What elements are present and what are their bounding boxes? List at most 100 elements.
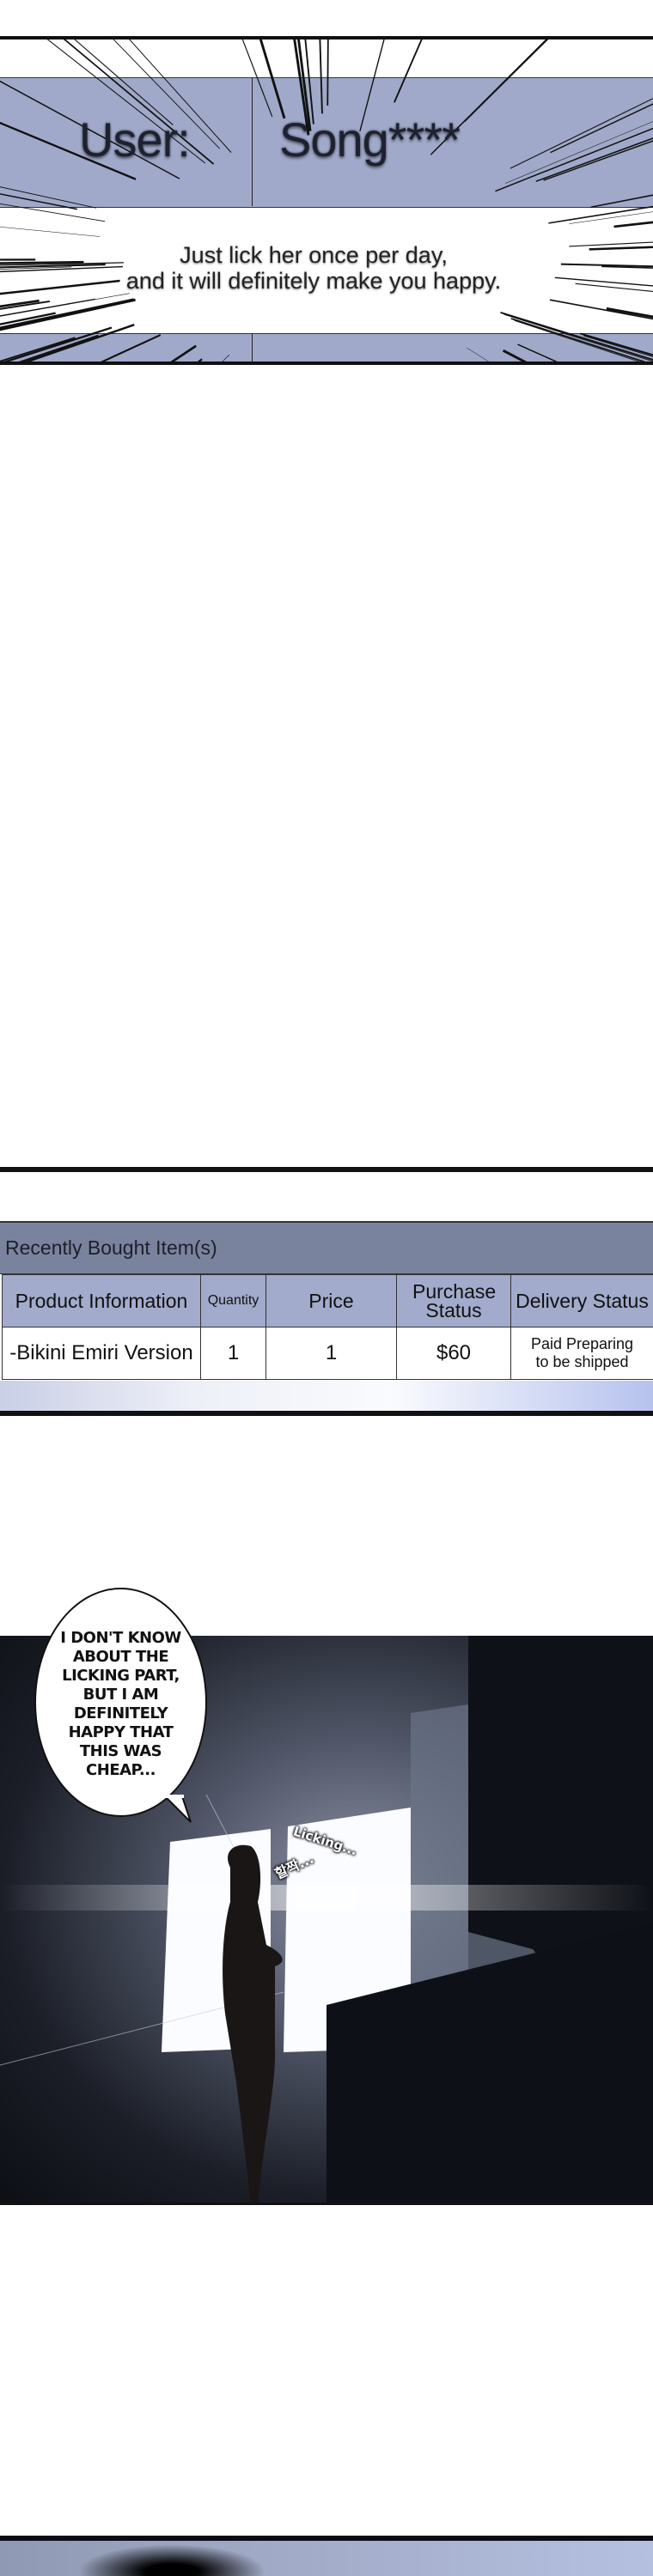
speed-line — [548, 205, 653, 224]
column-header: Quantity — [200, 1274, 266, 1327]
speed-line — [170, 344, 197, 361]
speed-line — [583, 335, 653, 357]
speed-line — [0, 265, 123, 273]
speed-line — [0, 80, 180, 179]
speed-line — [464, 39, 549, 123]
speed-line — [304, 39, 314, 125]
column-header: Product Information — [2, 1274, 201, 1327]
speed-line — [535, 137, 653, 182]
speed-line — [46, 39, 206, 164]
speed-line — [0, 193, 78, 210]
speed-line — [297, 39, 312, 131]
speed-line — [575, 283, 653, 293]
speed-line — [319, 39, 323, 114]
speed-line — [550, 103, 653, 154]
speed-line — [0, 121, 137, 180]
speed-line — [63, 39, 215, 165]
column-header: Delivery Status — [510, 1274, 653, 1327]
user-label: User: — [79, 112, 191, 167]
speech-bubble-tail — [163, 1795, 192, 1823]
speed-line — [0, 337, 76, 361]
speed-line — [394, 39, 423, 103]
speed-line — [495, 127, 653, 192]
window-right — [284, 1807, 411, 2052]
caption-line-1: Just lick her once per day, — [180, 242, 448, 268]
speed-line — [569, 241, 653, 247]
speech-line: DEFINITELY — [73, 1704, 168, 1722]
speech-line: CHEAP... — [86, 1761, 156, 1779]
speed-line — [569, 211, 653, 224]
speed-line — [430, 39, 547, 155]
speed-line — [503, 313, 653, 361]
panel-purchase-table: Recently Bought Item(s) Product Informat… — [0, 1167, 653, 1416]
speed-line — [101, 334, 162, 361]
speech-line: ABOUT THE — [72, 1648, 169, 1666]
speech-line: BUT I AM — [82, 1686, 159, 1704]
speech-bubble — [34, 1588, 207, 1817]
table-title: Recently Bought Item(s) — [5, 1236, 217, 1259]
speed-line — [18, 334, 99, 361]
panel-next — [0, 2536, 653, 2576]
speed-lines — [0, 39, 653, 365]
speed-line — [259, 39, 286, 119]
speed-line — [326, 39, 329, 106]
speech-line: I DON'T KNOW — [60, 1629, 181, 1647]
scene-art — [0, 1636, 653, 2202]
speed-line — [359, 39, 385, 132]
speech-line: HAPPY THAT — [68, 1723, 174, 1741]
speed-line — [543, 140, 653, 181]
speed-line — [0, 266, 72, 270]
speed-line — [0, 312, 56, 325]
panel-user-review: User: Song**** Just lick her once per da… — [0, 36, 653, 365]
speed-line — [0, 203, 106, 222]
speed-line — [554, 276, 653, 287]
table-title-bar: Recently Bought Item(s) — [0, 1221, 653, 1274]
table-header-row: Product Information Quantity Price Purch… — [2, 1274, 653, 1327]
speed-line — [560, 263, 653, 268]
speech-line: LICKING PART, — [62, 1667, 180, 1685]
speed-line — [0, 186, 97, 209]
cell-product: -Bikini Emiri Version — [2, 1327, 201, 1380]
table-row: -Bikini Emiri Version 1 1 $60 Paid Prepa… — [2, 1327, 653, 1380]
cell-delivery-status: Paid Preparing to be shipped — [510, 1327, 653, 1380]
cell-purchase-status: $60 — [396, 1327, 511, 1380]
speed-line — [500, 311, 653, 361]
speed-line — [591, 247, 653, 251]
cell-quantity: 1 — [200, 1327, 266, 1380]
caption-line-2: and it will definitely make you happy. — [125, 268, 502, 294]
column-header: Purchase Status — [396, 1274, 511, 1327]
gradient-strip — [0, 1381, 653, 1411]
silhouette-figure — [223, 1844, 283, 2202]
column-divider — [252, 77, 253, 206]
speed-line — [504, 121, 653, 184]
speed-line — [510, 98, 653, 169]
speed-line — [590, 194, 653, 209]
speed-line — [74, 39, 174, 125]
speed-line — [580, 332, 653, 356]
speed-line — [589, 246, 653, 251]
column-divider — [252, 333, 253, 361]
cell-price: 1 — [265, 1327, 397, 1380]
speech-line: THIS WAS — [79, 1742, 162, 1760]
dark-counter — [326, 1923, 653, 2202]
speed-line — [24, 324, 135, 361]
speed-line — [0, 262, 124, 266]
user-name: Song**** — [279, 112, 461, 167]
speed-line — [241, 39, 273, 118]
panel-window-scene — [0, 1636, 653, 2205]
speed-line — [0, 263, 106, 269]
speech-text: I DON'T KNOW ABOUT THE LICKING PART, BUT… — [34, 1629, 207, 1780]
speed-line — [126, 362, 259, 365]
speed-line — [0, 260, 84, 264]
speed-line — [514, 319, 640, 361]
speed-line — [129, 39, 232, 153]
speed-line — [0, 279, 120, 295]
user-band — [0, 77, 653, 208]
speed-line — [0, 226, 101, 237]
purchase-table: Product Information Quantity Price Purch… — [2, 1274, 653, 1380]
dark-shape — [77, 2544, 266, 2576]
speed-line — [510, 318, 646, 361]
speed-line — [293, 39, 310, 136]
speed-line — [113, 39, 221, 149]
speed-line — [0, 298, 95, 317]
